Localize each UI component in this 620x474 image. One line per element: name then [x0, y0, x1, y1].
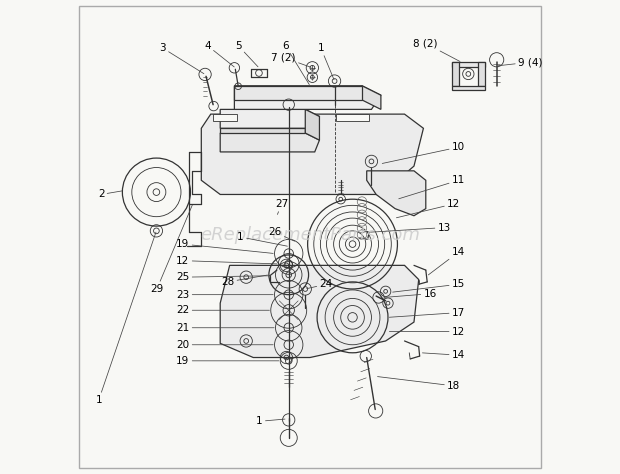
Text: 14: 14 — [428, 247, 465, 275]
Text: 13: 13 — [371, 223, 451, 233]
Text: 28: 28 — [221, 275, 267, 287]
Text: 19: 19 — [176, 356, 279, 366]
Text: 17: 17 — [389, 308, 465, 318]
Text: 6: 6 — [282, 41, 309, 84]
Text: 10: 10 — [383, 142, 465, 164]
Text: 20: 20 — [176, 340, 273, 350]
Text: 21: 21 — [176, 323, 274, 333]
Text: 12: 12 — [389, 327, 465, 337]
Polygon shape — [220, 265, 418, 357]
Text: 19: 19 — [176, 239, 273, 254]
Text: eReplacementParts.com: eReplacementParts.com — [200, 226, 420, 244]
Text: 27: 27 — [275, 199, 288, 214]
FancyBboxPatch shape — [79, 6, 541, 468]
Text: 18: 18 — [378, 376, 460, 391]
Text: 23: 23 — [176, 290, 273, 300]
Polygon shape — [452, 62, 485, 67]
Polygon shape — [220, 128, 305, 133]
Polygon shape — [452, 62, 459, 86]
Polygon shape — [220, 109, 319, 128]
Polygon shape — [336, 114, 369, 121]
Polygon shape — [234, 86, 381, 109]
Text: 5: 5 — [235, 41, 258, 67]
Text: 9 (4): 9 (4) — [498, 57, 542, 67]
Text: 2: 2 — [98, 190, 122, 200]
Polygon shape — [234, 86, 362, 100]
Text: 14: 14 — [422, 350, 465, 360]
Text: 24: 24 — [307, 279, 333, 289]
Polygon shape — [202, 114, 423, 194]
Polygon shape — [452, 86, 485, 91]
Text: 16: 16 — [384, 289, 436, 299]
Text: 4: 4 — [204, 41, 234, 67]
Text: 7 (2): 7 (2) — [272, 53, 311, 67]
Text: 26: 26 — [268, 227, 294, 241]
Text: 1: 1 — [256, 416, 285, 426]
Text: 25: 25 — [176, 272, 270, 282]
Polygon shape — [362, 86, 381, 109]
Text: 11: 11 — [399, 175, 465, 199]
Text: 12: 12 — [176, 255, 277, 265]
Text: 29: 29 — [150, 205, 192, 294]
Polygon shape — [366, 171, 426, 216]
Text: 15: 15 — [392, 279, 465, 292]
Text: 3: 3 — [159, 43, 204, 73]
Text: 1: 1 — [317, 43, 334, 80]
Text: 22: 22 — [176, 305, 269, 315]
Text: 8 (2): 8 (2) — [413, 38, 460, 62]
Polygon shape — [478, 62, 485, 86]
Text: 1: 1 — [237, 232, 287, 246]
Polygon shape — [220, 133, 319, 152]
Polygon shape — [213, 114, 237, 121]
Text: 1: 1 — [95, 232, 156, 405]
Polygon shape — [305, 109, 319, 140]
Text: 12: 12 — [396, 199, 460, 218]
